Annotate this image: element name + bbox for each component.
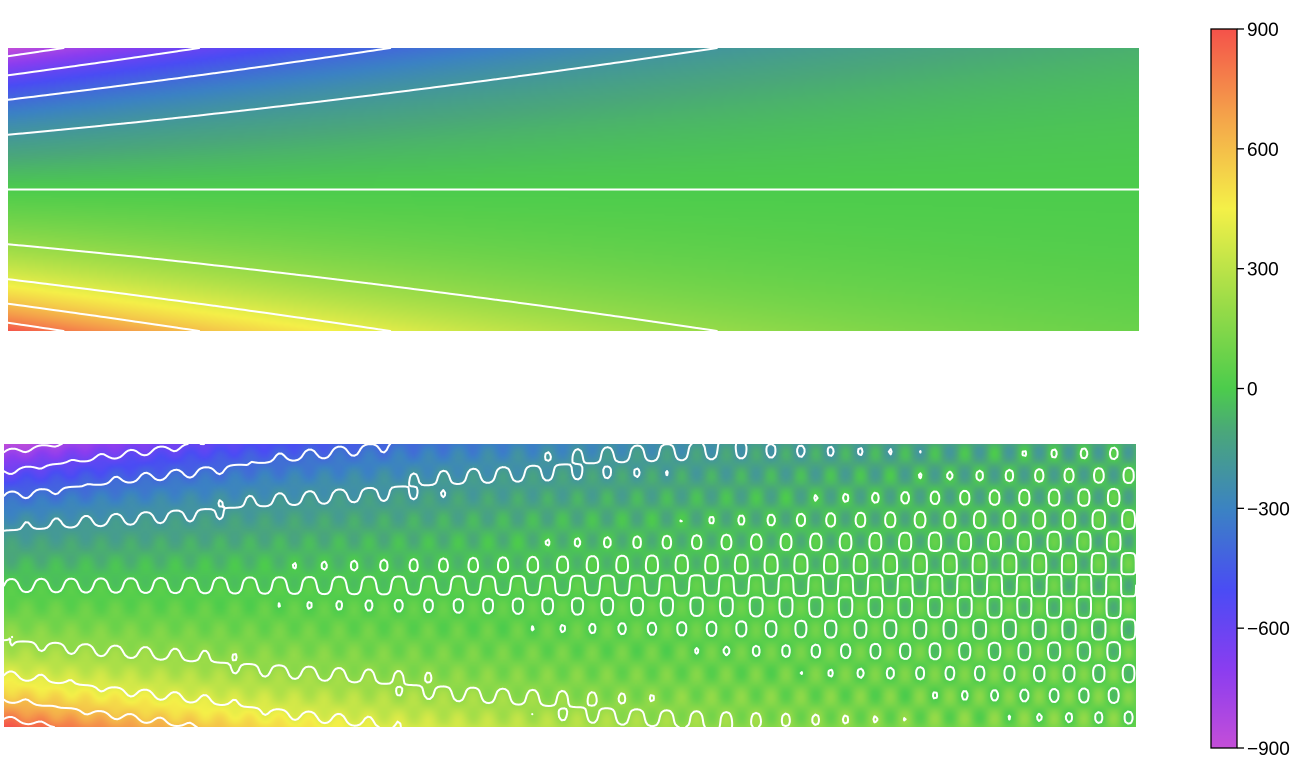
contours-top [8,48,1139,331]
contour-line [4,444,205,475]
colorbar-tick-label: −300 [1247,499,1290,520]
contour-line [4,670,402,727]
contour-line [8,48,718,136]
colorbar-tick-label: 300 [1247,260,1279,281]
colorbar-tick-label: −900 [1247,739,1290,760]
contour-line [4,698,198,727]
heatmap-top [8,48,1139,331]
colorbar-ticks: 900 600 300 0 −300 −600 −900 [1237,20,1290,760]
contour-line [8,48,201,77]
contour-line [4,635,907,727]
contour-line [8,321,65,331]
colorbar-tick-label: 600 [1247,140,1279,161]
colorbar-tick-label: −600 [1247,619,1290,640]
contour-line [8,48,392,101]
colorbar-gradient [1210,28,1238,749]
heatmap-bottom [4,444,1136,727]
contour-line [4,446,1136,725]
colorbar-tick-label: 900 [1247,20,1279,41]
contour-line [4,444,392,500]
colorbar: 900 600 300 0 −300 −600 −900 [1210,20,1290,760]
contour-line [8,243,718,331]
contour-line [8,278,392,331]
contour-line [8,48,65,58]
contours-bottom [4,444,1136,727]
contour-line [4,444,922,532]
contour-line [4,715,55,727]
colorbar-tick-label: 0 [1247,380,1258,401]
contour-line [8,302,201,331]
contour-line [4,444,63,454]
